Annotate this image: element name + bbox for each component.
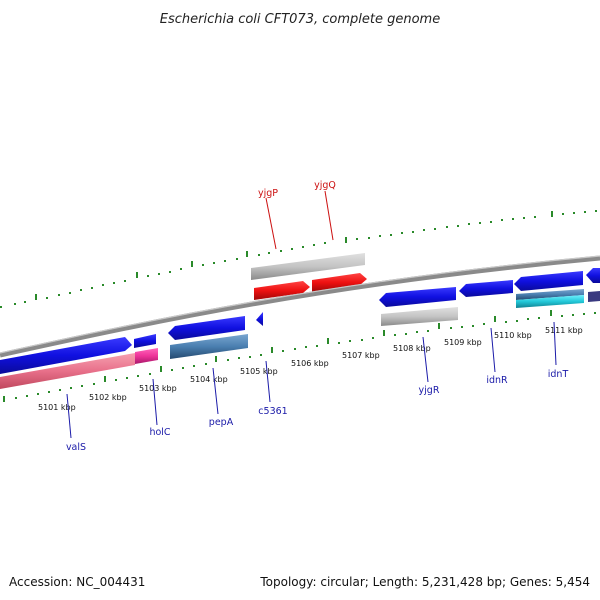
- kbp-label: 5106 kbp: [291, 359, 329, 368]
- gene-label-idnR[interactable]: idnR: [486, 375, 508, 386]
- kbp-label: 5110 kbp: [494, 331, 532, 340]
- yjgR-gray-block[interactable]: [381, 307, 458, 326]
- genome-backbone: [0, 255, 600, 358]
- gene-label-yjgR[interactable]: yjgR: [419, 385, 440, 396]
- kbp-scale-labels: 5101 kbp 5102 kbp 5103 kbp 5104 kbp 5105…: [38, 326, 583, 412]
- yjgR-cds-arrow[interactable]: [379, 287, 456, 307]
- accession-text: Accession: NC_004431: [9, 575, 145, 589]
- gene-label-yjgP[interactable]: yjgP: [258, 188, 278, 199]
- pepA-cds-arrow[interactable]: [168, 316, 245, 340]
- kbp-label: 5102 kbp: [89, 393, 127, 402]
- kbp-label: 5105 kbp: [240, 367, 278, 376]
- gene-label-pepA[interactable]: pepA: [209, 417, 234, 428]
- kbp-label: 5107 kbp: [342, 351, 380, 360]
- yjgP-cds-arrow[interactable]: [254, 281, 310, 300]
- pepA-steel-block[interactable]: [170, 334, 248, 359]
- gene-label-holC[interactable]: holC: [149, 427, 170, 438]
- valS-cds-arrow[interactable]: [0, 337, 132, 374]
- kbp-label: 5111 kbp: [545, 326, 583, 335]
- outer-tick-ring: [0, 210, 597, 308]
- gene-label-idnT[interactable]: idnT: [548, 369, 569, 380]
- edge-cds-arrow[interactable]: [586, 268, 600, 283]
- kbp-label: 5103 kbp: [139, 384, 177, 393]
- edge-steel-block[interactable]: [588, 291, 600, 302]
- idnT-cyan-block[interactable]: [516, 295, 584, 308]
- kbp-label: 5109 kbp: [444, 338, 482, 347]
- gene-label-yjgQ[interactable]: yjgQ: [314, 180, 336, 191]
- yjgP-gray-block[interactable]: [251, 253, 365, 280]
- kbp-label: 5101 kbp: [38, 403, 76, 412]
- upper-features: [251, 253, 367, 300]
- genome-title: Escherichia coli CFT073, complete genome: [160, 12, 440, 27]
- idnR-cds-arrow[interactable]: [459, 280, 513, 297]
- idnT-cds-arrow[interactable]: [514, 271, 583, 291]
- idnT-steel-block[interactable]: [516, 289, 584, 300]
- gene-callout-lines: [66, 190, 557, 439]
- kbp-label: 5104 kbp: [190, 375, 228, 384]
- c5361-cds-arrow[interactable]: [256, 312, 263, 326]
- topology-text: Topology: circular; Length: 5,231,428 bp…: [259, 575, 590, 589]
- holC-magenta-block[interactable]: [135, 348, 158, 364]
- kbp-label: 5108 kbp: [393, 344, 431, 353]
- gene-labels: valS holC pepA c5361 yjgR idnR idnT yjgP…: [66, 180, 569, 453]
- lower-features: [0, 268, 600, 389]
- yjgQ-cds-arrow[interactable]: [312, 273, 367, 292]
- gene-label-c5361[interactable]: c5361: [258, 406, 287, 417]
- valS-pink-block[interactable]: [0, 353, 135, 389]
- gene-label-valS[interactable]: valS: [66, 442, 86, 453]
- inner-tick-ring: [3, 310, 596, 402]
- holC-cds-arrow[interactable]: [134, 334, 156, 348]
